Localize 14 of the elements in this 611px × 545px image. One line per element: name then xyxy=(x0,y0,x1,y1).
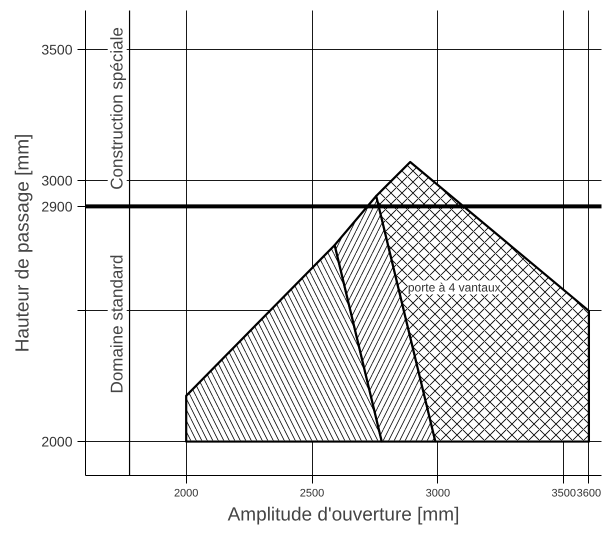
annotation: Domaine standard xyxy=(108,254,127,394)
y-tick-label: 3500 xyxy=(41,42,73,58)
x-tick-label: 3000 xyxy=(426,488,450,500)
y-tick-label: 2900 xyxy=(41,198,73,214)
annotation: Construction spéciale xyxy=(108,27,127,190)
annotation: porte à 4 vantaux xyxy=(408,280,501,294)
y-tick-label: 3000 xyxy=(41,172,73,188)
x-tick-label: 2000 xyxy=(174,488,198,500)
x-axis-title: Amplitude d'ouverture [mm] xyxy=(228,504,460,526)
x-tick-label: 3500 xyxy=(552,488,576,500)
x-tick-label: 3600 xyxy=(576,488,602,500)
x-tick-label: 2500 xyxy=(300,488,324,500)
y-axis-title: Hauteur de passage [mm] xyxy=(12,134,34,352)
y-tick-label: 2000 xyxy=(41,434,73,450)
